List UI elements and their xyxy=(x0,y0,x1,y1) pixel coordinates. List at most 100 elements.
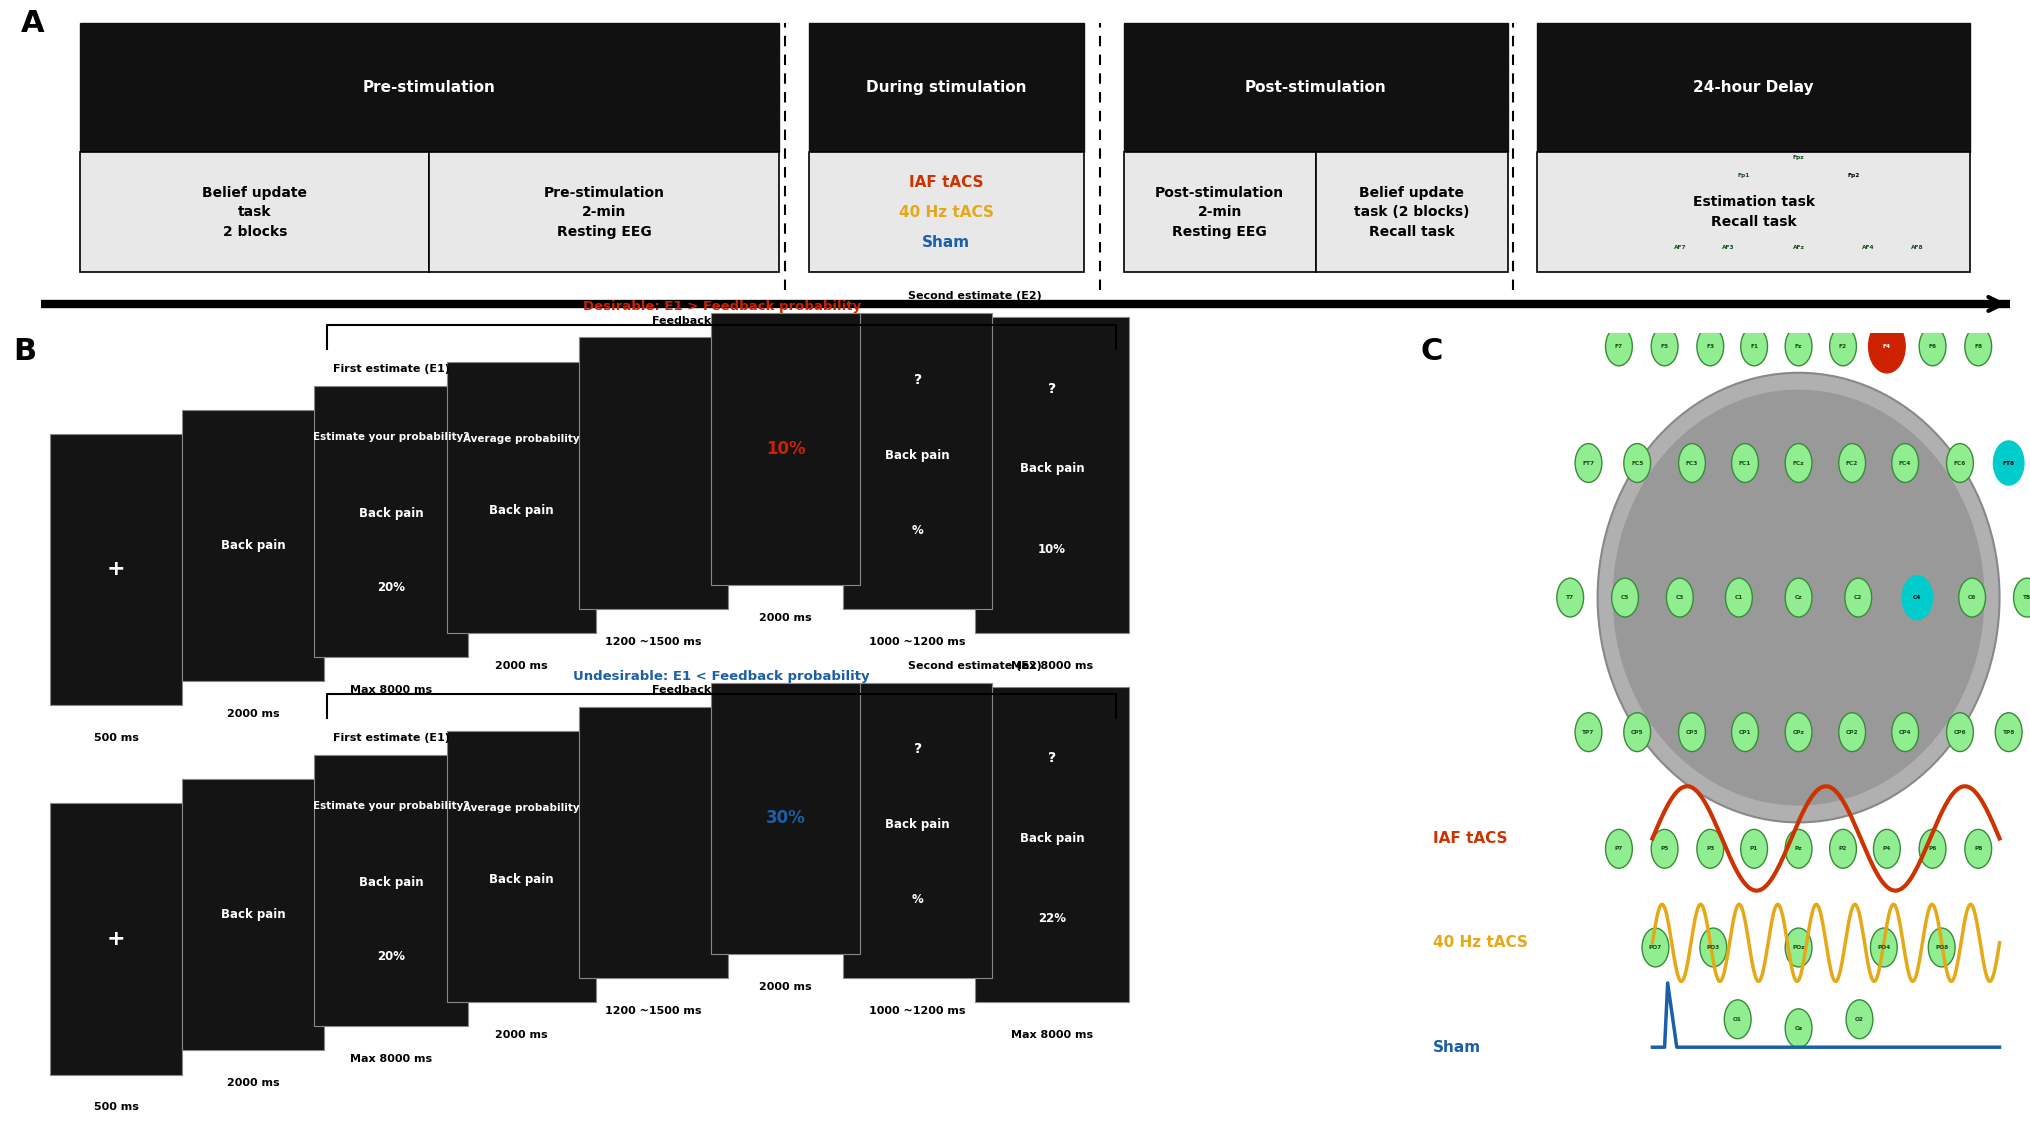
FancyBboxPatch shape xyxy=(579,707,729,978)
Text: F1: F1 xyxy=(1750,344,1758,349)
Text: Back pain: Back pain xyxy=(1019,462,1084,476)
FancyBboxPatch shape xyxy=(710,313,861,585)
Text: FC1: FC1 xyxy=(1740,460,1752,466)
Text: Max 8000 ms: Max 8000 ms xyxy=(349,1054,432,1064)
Ellipse shape xyxy=(1667,578,1693,617)
Text: 2000 ms: 2000 ms xyxy=(227,1078,280,1089)
FancyBboxPatch shape xyxy=(430,153,780,273)
Ellipse shape xyxy=(1575,444,1602,483)
Text: A: A xyxy=(20,8,45,38)
Ellipse shape xyxy=(1612,578,1638,617)
Text: Pre-stimulation
2-min
Resting EEG: Pre-stimulation 2-min Resting EEG xyxy=(544,186,664,239)
Ellipse shape xyxy=(2014,578,2030,617)
Ellipse shape xyxy=(1845,1000,1874,1039)
Text: PO3: PO3 xyxy=(1707,945,1719,950)
Ellipse shape xyxy=(1892,444,1918,483)
Ellipse shape xyxy=(1947,444,1973,483)
Text: P3: P3 xyxy=(1705,846,1715,851)
Text: Post-stimulation
2-min
Resting EEG: Post-stimulation 2-min Resting EEG xyxy=(1155,186,1285,239)
Text: 22%: 22% xyxy=(1037,912,1066,926)
Ellipse shape xyxy=(1715,228,1742,267)
Text: CP1: CP1 xyxy=(1738,729,1752,735)
Text: Back pain: Back pain xyxy=(885,448,950,462)
Text: Fz: Fz xyxy=(1795,344,1803,349)
FancyBboxPatch shape xyxy=(447,731,595,1002)
Text: 20%: 20% xyxy=(378,951,406,963)
FancyBboxPatch shape xyxy=(315,755,467,1027)
Text: C1: C1 xyxy=(1736,595,1744,600)
Text: PO8: PO8 xyxy=(1935,945,1949,950)
Text: AF3: AF3 xyxy=(1721,245,1736,250)
Ellipse shape xyxy=(1784,228,1813,267)
Text: 10%: 10% xyxy=(765,440,806,458)
Text: AF7: AF7 xyxy=(1673,245,1687,250)
Text: F3: F3 xyxy=(1705,344,1715,349)
Text: Belief update
task (2 blocks)
Recall task: Belief update task (2 blocks) Recall tas… xyxy=(1354,186,1470,239)
Ellipse shape xyxy=(1784,712,1813,751)
Text: %: % xyxy=(911,524,924,537)
FancyBboxPatch shape xyxy=(183,779,325,1051)
Text: F5: F5 xyxy=(1661,344,1669,349)
FancyBboxPatch shape xyxy=(842,313,993,609)
Text: Max 8000 ms: Max 8000 ms xyxy=(1011,1030,1092,1040)
Ellipse shape xyxy=(1837,154,1868,198)
Ellipse shape xyxy=(1726,578,1752,617)
Ellipse shape xyxy=(1839,444,1866,483)
Text: Max 8000 ms: Max 8000 ms xyxy=(349,685,432,695)
Ellipse shape xyxy=(1868,320,1904,373)
Ellipse shape xyxy=(1784,1009,1813,1047)
Text: F2: F2 xyxy=(1839,344,1847,349)
Ellipse shape xyxy=(1965,829,1991,868)
Ellipse shape xyxy=(1904,228,1931,267)
Ellipse shape xyxy=(1874,829,1900,868)
Ellipse shape xyxy=(1829,327,1855,366)
Ellipse shape xyxy=(1606,829,1632,868)
Text: Feedback probability: Feedback probability xyxy=(652,315,784,326)
Text: P2: P2 xyxy=(1839,846,1847,851)
Ellipse shape xyxy=(1892,712,1918,751)
Text: IAF tACS: IAF tACS xyxy=(909,174,985,189)
Text: Fp1: Fp1 xyxy=(1738,173,1750,179)
Text: P6: P6 xyxy=(1928,846,1937,851)
Ellipse shape xyxy=(1995,712,2022,751)
Text: F8: F8 xyxy=(1973,344,1983,349)
Text: %: % xyxy=(911,894,924,906)
Ellipse shape xyxy=(1839,712,1866,751)
Text: Back pain: Back pain xyxy=(489,873,554,887)
Text: POz: POz xyxy=(1792,945,1805,950)
FancyBboxPatch shape xyxy=(842,682,993,978)
Text: 500 ms: 500 ms xyxy=(93,1102,138,1113)
FancyBboxPatch shape xyxy=(447,361,595,633)
Ellipse shape xyxy=(1575,712,1602,751)
Text: Back pain: Back pain xyxy=(221,908,286,921)
Ellipse shape xyxy=(1784,829,1813,868)
Text: Belief update
task
2 blocks: Belief update task 2 blocks xyxy=(203,186,307,239)
Text: CP3: CP3 xyxy=(1685,729,1699,735)
Text: C4: C4 xyxy=(1912,595,1922,600)
Text: 1200 ~1500 ms: 1200 ~1500 ms xyxy=(605,637,702,647)
FancyBboxPatch shape xyxy=(974,318,1129,633)
Text: CP6: CP6 xyxy=(1953,729,1967,735)
Text: Feedback probability: Feedback probability xyxy=(652,685,784,695)
Ellipse shape xyxy=(1959,578,1985,617)
Text: CP4: CP4 xyxy=(1898,729,1912,735)
FancyBboxPatch shape xyxy=(808,23,1084,153)
Ellipse shape xyxy=(1730,156,1758,195)
Ellipse shape xyxy=(1723,1000,1752,1039)
Ellipse shape xyxy=(1784,578,1813,617)
Ellipse shape xyxy=(1679,712,1705,751)
Text: FC2: FC2 xyxy=(1845,460,1857,466)
FancyBboxPatch shape xyxy=(1537,23,1971,153)
FancyBboxPatch shape xyxy=(79,153,430,273)
Text: +: + xyxy=(108,560,126,579)
Text: Second estimate (E2): Second estimate (E2) xyxy=(907,661,1041,671)
Text: Estimate your probability?: Estimate your probability? xyxy=(313,801,469,811)
Text: First estimate (E1): First estimate (E1) xyxy=(333,733,449,743)
Text: ?: ? xyxy=(914,742,922,757)
Text: C: C xyxy=(1421,337,1443,366)
Ellipse shape xyxy=(1918,327,1947,366)
Ellipse shape xyxy=(1598,373,2000,822)
Ellipse shape xyxy=(1928,928,1955,967)
Text: CP5: CP5 xyxy=(1630,729,1644,735)
Text: 10%: 10% xyxy=(1037,543,1066,556)
